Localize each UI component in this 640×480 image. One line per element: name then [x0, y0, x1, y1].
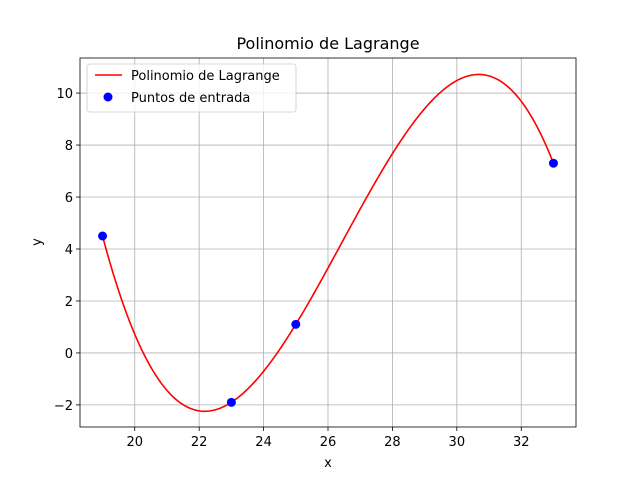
x-axis-label: x	[324, 456, 332, 471]
data-point	[98, 231, 108, 241]
y-tick-label: −2	[54, 399, 73, 414]
plot-area	[98, 73, 558, 413]
x-tick-label: 32	[513, 435, 530, 450]
y-tick-label: 6	[65, 191, 73, 206]
chart-title: Polinomio de Lagrange	[236, 34, 419, 53]
x-tick-label: 26	[320, 435, 337, 450]
y-tick-label: 2	[65, 295, 73, 310]
y-tick-label: 0	[65, 347, 73, 362]
y-tick-label: 8	[65, 139, 73, 154]
grid	[80, 58, 576, 427]
x-tick-label: 22	[191, 435, 208, 450]
series-line-lagrange	[101, 73, 555, 413]
legend-label-line: Polinomio de Lagrange	[131, 69, 280, 84]
legend-marker-swatch	[103, 92, 113, 102]
data-point	[548, 158, 558, 168]
y-axis-label: y	[30, 238, 45, 246]
legend-box	[86, 63, 297, 113]
x-tick-label: 28	[384, 435, 401, 450]
data-point	[291, 319, 301, 329]
data-point	[226, 397, 236, 407]
y-tick-label: 10	[56, 87, 73, 102]
legend: Polinomio de Lagrange Puntos de entrada	[86, 63, 297, 113]
x-tick-label: 24	[255, 435, 272, 450]
x-tick-label: 20	[126, 435, 143, 450]
y-tick-label: 4	[65, 243, 73, 258]
x-tick-label: 30	[449, 435, 466, 450]
legend-label-points: Puntos de entrada	[131, 91, 250, 106]
